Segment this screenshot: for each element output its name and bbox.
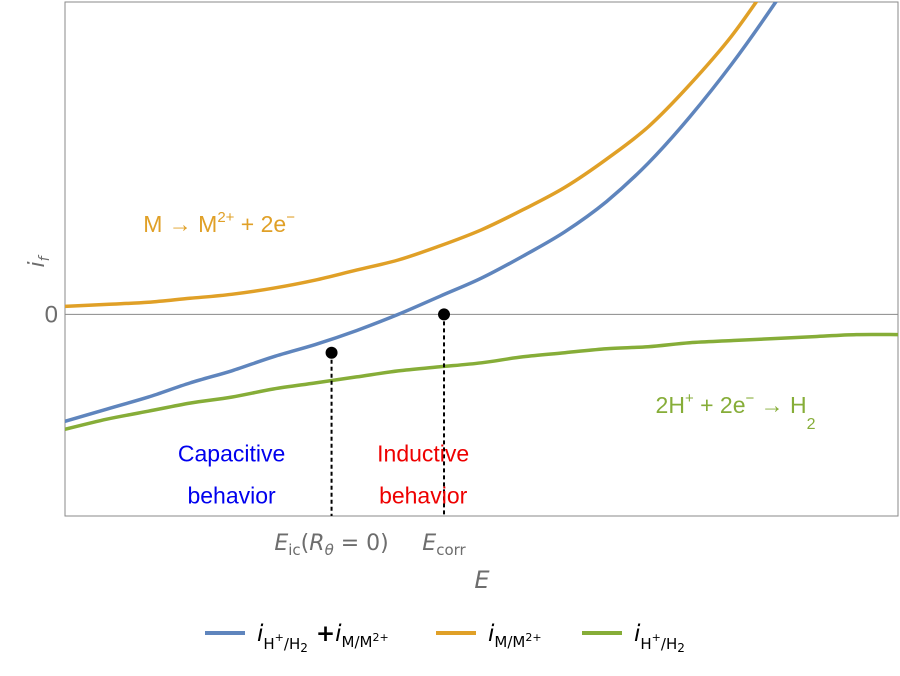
annotation-capacitive-line-0: Capacitive [178,441,285,467]
intersection-point-1 [438,308,451,321]
y-axis-label: if [25,254,53,267]
marker-label-0: Eic(Rθ = 0) [274,531,388,559]
x-axis-label: E [474,566,490,594]
plot-frame [64,1,899,517]
annotation-inductive-line-0: Inductive [377,441,469,467]
intersection-point-0 [325,346,338,359]
series-line-0 [65,2,778,424]
y-tick-label-0: 0 [45,301,58,328]
annotation-cathodic: 2H+ + 2e− → H2 [656,390,816,433]
annotation-anodic: M → M2+ + 2e− [143,209,295,237]
legend-label-2: iH+/H2 [634,621,685,655]
annotation-capacitive-line-1: behavior [187,483,276,509]
series-line-1 [65,2,759,309]
annotation-inductive-line-1: behavior [379,483,468,509]
marker-label-1: Ecorr [422,531,466,559]
legend-label-0: iH+/H2 +iM/M2+ [257,621,389,655]
legend-label-1: iM/M2+ [488,621,542,651]
series-line-2 [65,332,898,432]
